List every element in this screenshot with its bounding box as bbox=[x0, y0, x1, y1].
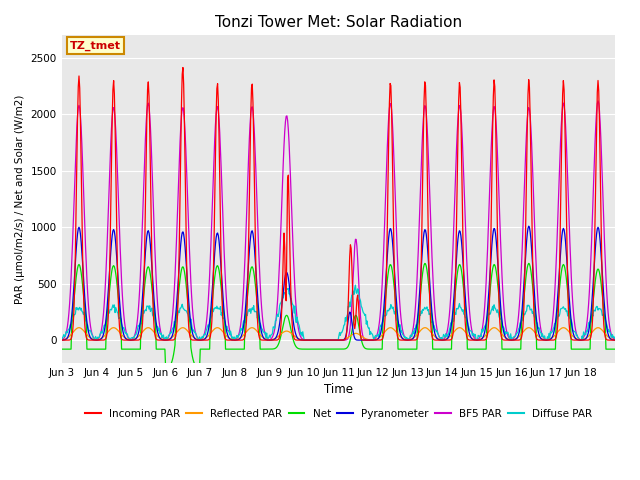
Title: Tonzi Tower Met: Solar Radiation: Tonzi Tower Met: Solar Radiation bbox=[215, 15, 462, 30]
Y-axis label: PAR (μmol/m2/s) / Net and Solar (W/m2): PAR (μmol/m2/s) / Net and Solar (W/m2) bbox=[15, 95, 25, 304]
X-axis label: Time: Time bbox=[324, 383, 353, 396]
Legend: Incoming PAR, Reflected PAR, Net, Pyranometer, BF5 PAR, Diffuse PAR: Incoming PAR, Reflected PAR, Net, Pyrano… bbox=[81, 405, 596, 423]
Text: TZ_tmet: TZ_tmet bbox=[70, 40, 121, 51]
